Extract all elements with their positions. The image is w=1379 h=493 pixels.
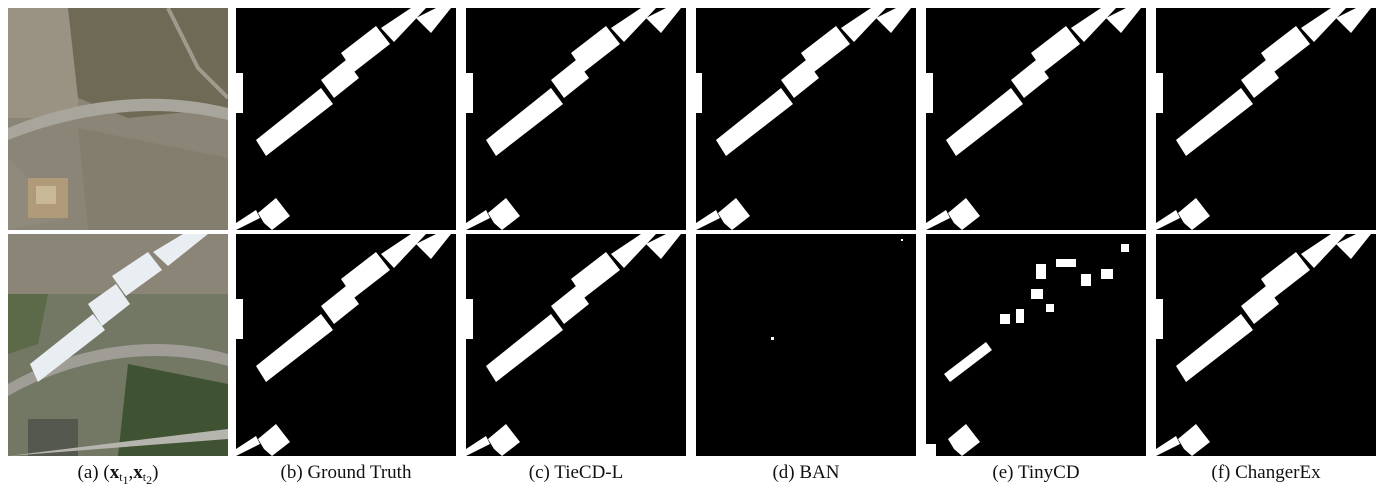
mask-ground-truth-1 bbox=[236, 8, 456, 230]
satellite-image-t2 bbox=[8, 234, 228, 456]
mask-ban-1 bbox=[696, 8, 916, 230]
change-mask bbox=[466, 234, 686, 456]
change-mask bbox=[1156, 234, 1376, 456]
mask-ground-truth-2 bbox=[236, 234, 456, 456]
caption-d: (d) BAN bbox=[772, 462, 840, 483]
satellite-image-t1 bbox=[8, 8, 228, 230]
mask-tinycd-1 bbox=[926, 8, 1146, 230]
mask-tinycd-2 bbox=[926, 234, 1146, 456]
change-mask bbox=[696, 234, 916, 456]
caption-c: (c) TieCD-L bbox=[528, 462, 624, 483]
change-mask bbox=[696, 8, 916, 230]
mask-tiecd-l-2 bbox=[466, 234, 686, 456]
change-mask bbox=[926, 8, 1146, 230]
mask-ban-2 bbox=[696, 234, 916, 456]
caption-a: (a) (xt1,xt2) bbox=[77, 462, 159, 487]
change-mask bbox=[466, 8, 686, 230]
caption-f: (f) ChangerEx bbox=[1211, 462, 1321, 483]
change-mask bbox=[236, 8, 456, 230]
mask-changerex-1 bbox=[1156, 8, 1376, 230]
caption-e: (e) TinyCD bbox=[992, 462, 1080, 483]
change-mask bbox=[236, 234, 456, 456]
mask-tiecd-l-1 bbox=[466, 8, 686, 230]
change-mask bbox=[926, 234, 1146, 456]
change-mask bbox=[1156, 8, 1376, 230]
caption-b: (b) Ground Truth bbox=[280, 462, 412, 483]
mask-changerex-2 bbox=[1156, 234, 1376, 456]
